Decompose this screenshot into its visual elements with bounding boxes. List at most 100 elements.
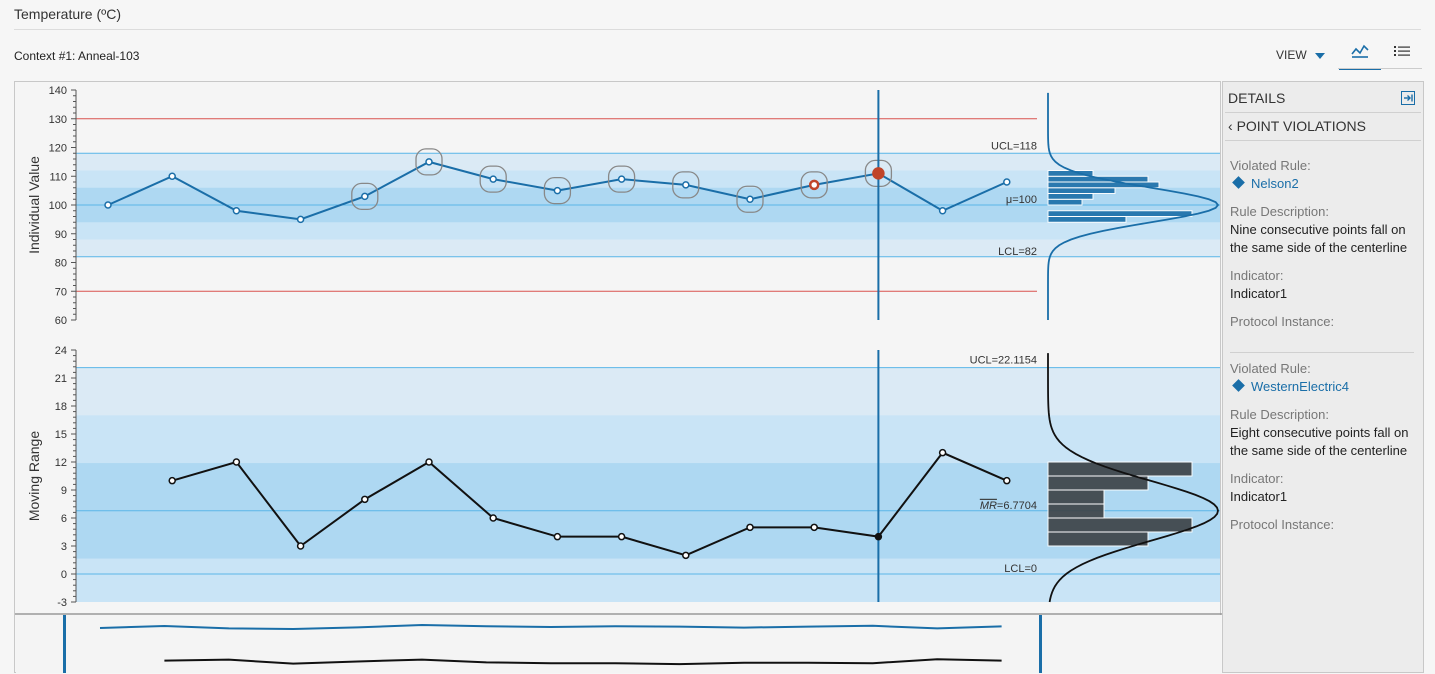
- violation-marker: [672, 171, 700, 199]
- histogram-bar: [1047, 503, 1105, 519]
- data-point: [232, 458, 241, 466]
- histogram-bar: [1047, 193, 1094, 200]
- histogram-bar: [1047, 187, 1116, 194]
- indicator-label: Indicator:: [1230, 471, 1284, 486]
- overview-range-line: [164, 658, 1002, 666]
- violation-marker: [736, 185, 764, 213]
- protocol-instance-label: Protocol Instance:: [1230, 517, 1335, 532]
- distribution-curve: [1047, 353, 1219, 603]
- title-bar: Temperature (ºC): [0, 0, 1435, 30]
- y-tick-label: 21: [55, 373, 67, 385]
- violated-rule-label: Violated Rule:: [1230, 158, 1311, 173]
- data-point: [553, 532, 562, 541]
- lcl-label: LCL=82: [998, 246, 1037, 258]
- data-point: [168, 476, 176, 485]
- view-dropdown[interactable]: VIEW: [1276, 48, 1325, 62]
- data-point: [489, 514, 497, 522]
- data-point: [938, 448, 947, 457]
- data-point: [104, 201, 112, 209]
- data-point: [746, 195, 754, 203]
- y-tick-label: 3: [61, 541, 67, 553]
- y-tick-label: 15: [55, 429, 67, 441]
- violated-rule-link[interactable]: Nelson2: [1230, 175, 1420, 193]
- data-point: [425, 458, 433, 466]
- range-handle-right[interactable]: [1039, 615, 1042, 673]
- violation-marker: [800, 171, 828, 199]
- collapse-panel-icon[interactable]: [1401, 91, 1415, 105]
- y-axis-label: Moving Range: [26, 431, 42, 521]
- indicator-value: Indicator1: [1230, 286, 1288, 301]
- histogram-bar: [1047, 175, 1149, 183]
- rule-diamond-icon: [1232, 379, 1245, 392]
- y-tick-label: 110: [49, 171, 67, 183]
- list-icon: [1394, 46, 1410, 56]
- data-point: [1003, 476, 1011, 485]
- y-tick-label: 12: [55, 457, 67, 469]
- y-tick-label: 80: [55, 258, 67, 270]
- y-tick-label: 70: [55, 286, 67, 298]
- list-view-button[interactable]: [1381, 40, 1423, 68]
- data-point: [553, 186, 562, 195]
- context-label: Context #1: Anneal-103: [14, 49, 140, 63]
- data-point: [489, 175, 497, 183]
- rule-description-label: Rule Description:: [1230, 407, 1329, 422]
- histogram-bar: [1047, 216, 1127, 223]
- data-point: [938, 207, 947, 215]
- center-label: MR=6.7704: [980, 500, 1037, 512]
- violation-item: Violated Rule: Nelson2 Rule Description:…: [1230, 157, 1420, 331]
- rule-description-label: Rule Description:: [1230, 204, 1329, 219]
- y-tick-label: 24: [55, 345, 67, 357]
- title-divider: [14, 29, 1421, 30]
- violation-marker: [415, 148, 443, 176]
- point-violations-back[interactable]: ‹ POINT VIOLATIONS: [1228, 118, 1366, 134]
- section-divider: [1225, 140, 1421, 141]
- rule-diamond-icon: [1232, 176, 1245, 189]
- details-panel: DETAILS ‹ POINT VIOLATIONS Violated Rule…: [1222, 81, 1424, 673]
- y-tick-label: 60: [55, 315, 67, 327]
- point-violations-label: POINT VIOLATIONS: [1236, 118, 1366, 134]
- control-chart-panel: UCL=118 LCL=82 μ=100 60 70 80 90 100 110 120 130 14…: [14, 81, 1222, 674]
- violation-marker: [543, 176, 572, 205]
- series-line: [171, 451, 1008, 557]
- violation-item: Violated Rule: WesternElectric4 Rule Des…: [1230, 360, 1420, 534]
- violation-point: [872, 167, 885, 180]
- range-handle-left[interactable]: [63, 615, 66, 673]
- control-chart[interactable]: UCL=118LCL=82μ=1006070809010011012013014…: [15, 82, 1222, 674]
- y-tick-label: 130: [49, 114, 67, 126]
- chart-view-button[interactable]: [1339, 40, 1381, 70]
- data-point: [168, 172, 176, 180]
- y-tick-label: 120: [49, 143, 67, 155]
- histogram-bar: [1047, 198, 1083, 206]
- data-point: [810, 523, 818, 532]
- data-point: [232, 207, 241, 215]
- violation-marker: [351, 182, 379, 211]
- rule-description: Nine consecutive points fall on the same…: [1230, 222, 1408, 255]
- y-tick-label: 0: [61, 569, 67, 581]
- violated-rule-link[interactable]: WesternElectric4: [1230, 378, 1420, 396]
- ucl-label: UCL=118: [991, 140, 1037, 152]
- page-title: Temperature (ºC): [14, 6, 122, 22]
- y-tick-label: 100: [49, 200, 67, 212]
- violation-divider: [1230, 352, 1414, 353]
- lcl-label: LCL=0: [1004, 563, 1037, 575]
- data-point: [682, 551, 690, 560]
- ucl-label: UCL=22.1154: [970, 355, 1037, 367]
- indicator-label: Indicator:: [1230, 268, 1284, 283]
- data-point: [682, 181, 690, 189]
- y-tick-label: 90: [55, 229, 67, 241]
- details-title: DETAILS: [1228, 90, 1286, 106]
- y-tick-label: -3: [57, 597, 67, 609]
- data-point: [425, 158, 433, 166]
- indicator-value: Indicator1: [1230, 489, 1288, 504]
- histogram-bar: [1047, 210, 1193, 217]
- data-point: [617, 532, 626, 541]
- center-label: μ=100: [1006, 194, 1037, 206]
- caret-down-icon: [1314, 52, 1325, 59]
- protocol-instance-label: Protocol Instance:: [1230, 314, 1335, 329]
- overview-individual-line: [99, 623, 1002, 631]
- data-point: [746, 523, 754, 532]
- histogram-bar: [1047, 461, 1193, 477]
- histogram-bar: [1047, 531, 1149, 547]
- histogram-bar: [1047, 489, 1105, 505]
- y-tick-label: 6: [61, 513, 67, 525]
